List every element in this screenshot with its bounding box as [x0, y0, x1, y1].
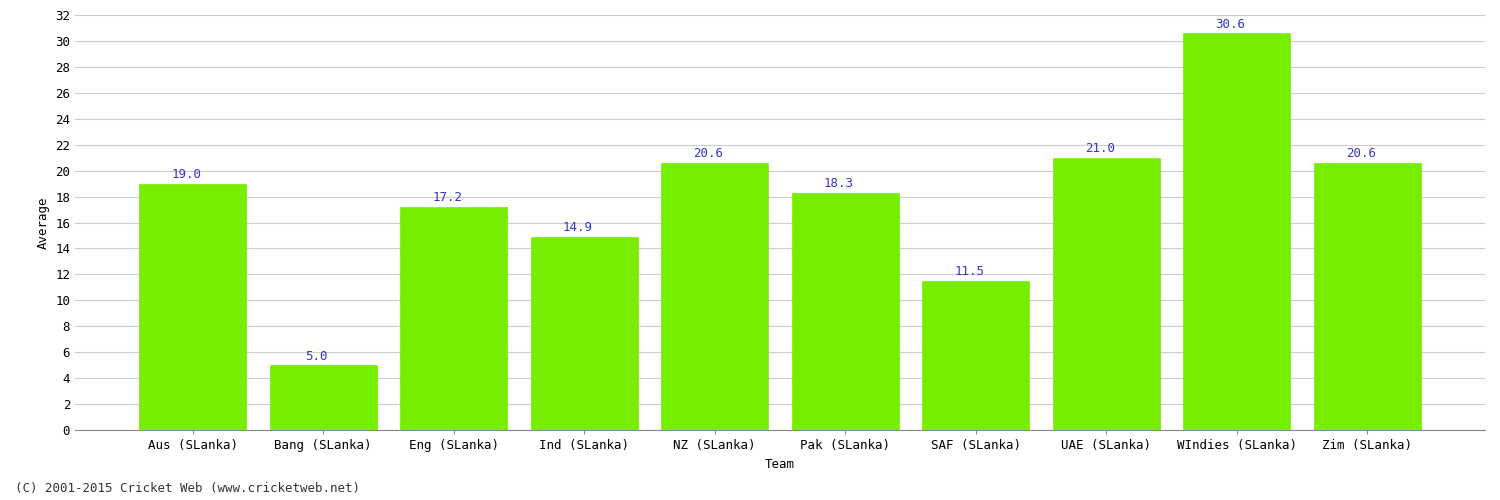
Text: 18.3: 18.3: [824, 177, 854, 190]
Bar: [270, 365, 376, 430]
Bar: [792, 192, 898, 430]
Bar: [531, 237, 638, 430]
Bar: [1184, 33, 1290, 430]
Text: 11.5: 11.5: [954, 266, 984, 278]
Bar: [400, 207, 507, 430]
Text: 14.9: 14.9: [562, 221, 592, 234]
Text: 17.2: 17.2: [432, 192, 462, 204]
Text: 20.6: 20.6: [1346, 147, 1376, 160]
Bar: [1053, 158, 1160, 430]
Bar: [1314, 163, 1420, 430]
Text: 19.0: 19.0: [171, 168, 201, 181]
Text: 30.6: 30.6: [1215, 18, 1245, 30]
X-axis label: Team: Team: [765, 458, 795, 470]
Bar: [140, 184, 246, 430]
Text: 21.0: 21.0: [1084, 142, 1114, 155]
Text: (C) 2001-2015 Cricket Web (www.cricketweb.net): (C) 2001-2015 Cricket Web (www.cricketwe…: [15, 482, 360, 495]
Text: 20.6: 20.6: [693, 147, 723, 160]
Bar: [922, 281, 1029, 430]
Bar: [662, 163, 768, 430]
Y-axis label: Average: Average: [36, 196, 50, 248]
Text: 5.0: 5.0: [306, 350, 328, 362]
